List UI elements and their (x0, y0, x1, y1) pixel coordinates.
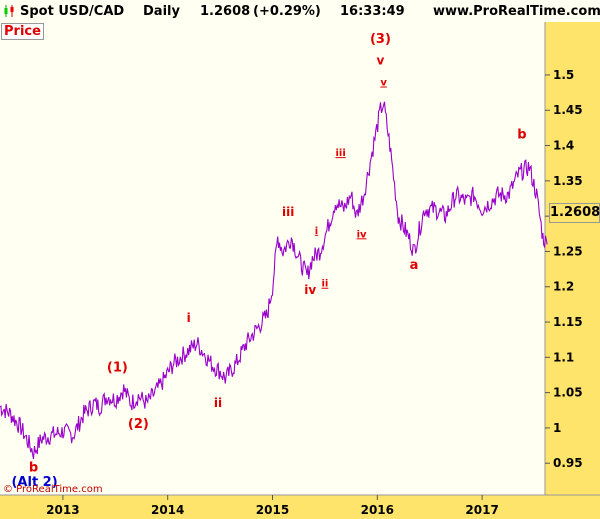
instrument-label: Spot USD/CAD (20, 4, 125, 19)
price-series-line (0, 101, 548, 460)
y-tick-label: 1.2 (553, 280, 574, 294)
candlestick-icon (3, 4, 15, 22)
y-tick-label: 1.05 (553, 386, 583, 400)
watermark: © ProRealTime.com (3, 484, 103, 495)
x-tick-label: 2015 (256, 503, 289, 517)
wave-label: i (187, 311, 191, 325)
wave-label: ii (214, 396, 222, 410)
panel-label: Price (1, 23, 44, 40)
x-tick-label: 2017 (465, 503, 498, 517)
time-label: 16:33:49 (340, 4, 405, 19)
wave-label: (Alt 2) (11, 475, 57, 490)
x-tick-label: 2014 (151, 503, 184, 517)
x-tick-label: 2016 (361, 503, 394, 517)
wave-label: b (517, 127, 526, 142)
wave-label: (1) (107, 360, 128, 375)
x-axis-strip (0, 495, 600, 519)
last-price-label: 1.2608 (200, 4, 251, 19)
current-price-box: 1.2608 (549, 203, 600, 223)
wave-label: v (377, 53, 385, 67)
y-tick-label: 1 (553, 421, 561, 435)
wave-label: v (380, 78, 387, 89)
y-tick-label: 1.35 (553, 174, 583, 188)
wave-label: (3) (370, 32, 391, 47)
site-label: www.ProRealTime.com (433, 4, 600, 19)
wave-label: ii (321, 279, 328, 290)
wave-label: i (315, 226, 318, 237)
wave-label: b (29, 461, 38, 476)
period-label: Daily (143, 4, 180, 19)
y-tick-label: 1.4 (553, 139, 574, 153)
y-axis-strip (545, 22, 600, 497)
wave-label: a (410, 258, 419, 273)
y-tick-label: 1.45 (553, 103, 583, 117)
y-tick-label: 0.95 (553, 456, 583, 470)
y-tick-label: 1.5 (553, 68, 574, 82)
x-axis-ticks: 2013 2014 2015 2016 2017 (46, 495, 499, 517)
wave-label: iv (304, 283, 316, 297)
x-tick-label: 2013 (46, 503, 79, 517)
y-tick-label: 1.1 (553, 350, 574, 364)
change-label: (+0.29%) (253, 4, 321, 19)
y-tick-label: 1.25 (553, 244, 583, 258)
y-tick-label: 1.15 (553, 315, 583, 329)
chart-header: Spot USD/CAD Daily 1.2608 (+0.29%) 16:33… (0, 0, 600, 22)
wave-label: iii (282, 205, 294, 219)
wave-label: iv (357, 229, 367, 240)
wave-label: iii (335, 148, 345, 159)
wave-label: (2) (128, 417, 149, 432)
